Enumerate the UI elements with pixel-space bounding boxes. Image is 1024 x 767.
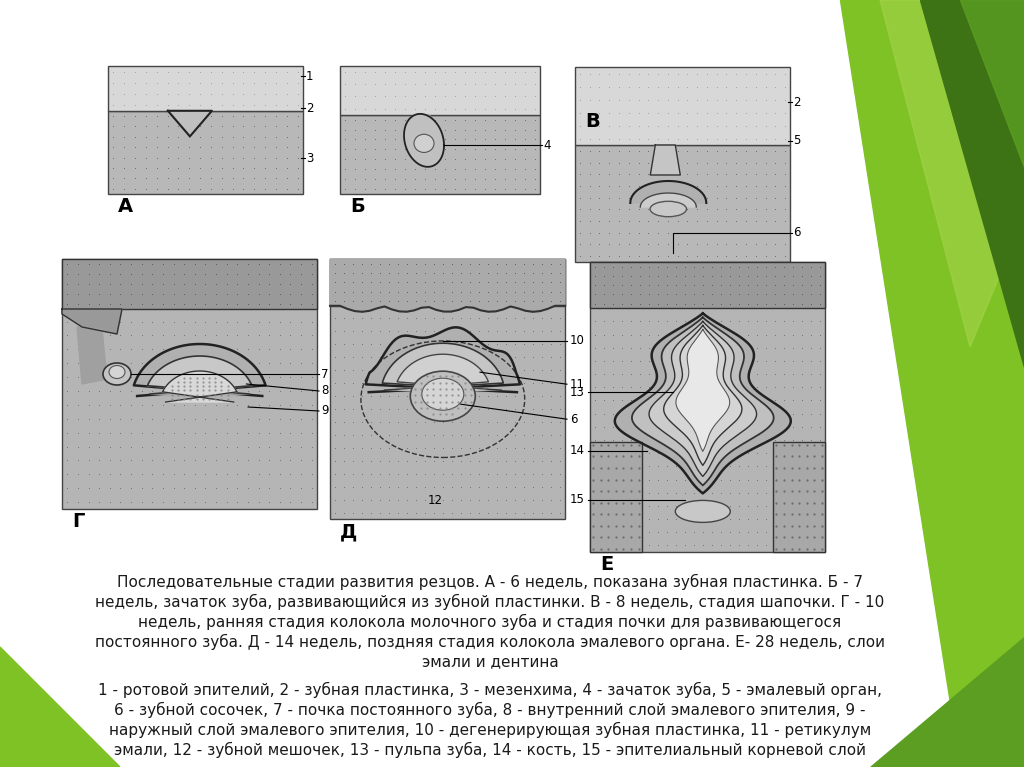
Polygon shape [163, 371, 237, 402]
Text: Г: Г [72, 512, 84, 531]
Polygon shape [147, 356, 252, 394]
Bar [108, 110, 303, 194]
Text: 1: 1 [306, 70, 313, 83]
Polygon shape [168, 110, 212, 137]
Text: 6 - зубной сосочек, 7 - почка постоянного зуба, 8 - внутренний слой эмалевого эп: 6 - зубной сосочек, 7 - почка постоянног… [115, 702, 865, 718]
Text: А: А [118, 197, 133, 216]
Text: эмали, 12 - зубной мешочек, 13 - пульпа зуба, 14 - кость, 15 - эпителиальный кор: эмали, 12 - зубной мешочек, 13 - пульпа … [114, 742, 866, 758]
Text: наружный слой эмалевого эпителия, 10 - дегенерирующая зубная пластинка, 11 - рет: наружный слой эмалевого эпителия, 10 - д… [109, 722, 871, 738]
Text: 3: 3 [306, 152, 313, 165]
Bar [773, 442, 825, 552]
Polygon shape [880, 0, 1024, 347]
Bar [590, 262, 825, 552]
Bar [62, 259, 317, 309]
Bar [575, 145, 790, 262]
Text: 10: 10 [570, 334, 585, 347]
Text: 2: 2 [306, 102, 313, 115]
Bar [340, 114, 540, 194]
Text: 7: 7 [321, 367, 329, 380]
Bar [590, 262, 825, 308]
Text: эмали и дентина: эмали и дентина [422, 654, 558, 669]
Bar [330, 259, 565, 306]
Text: Последовательные стадии развития резцов. А - 6 недель, показана зубная пластинка: Последовательные стадии развития резцов.… [117, 574, 863, 590]
Text: 14: 14 [570, 444, 585, 457]
Polygon shape [840, 0, 1024, 767]
Text: Е: Е [600, 555, 613, 574]
Ellipse shape [650, 201, 686, 217]
Polygon shape [382, 343, 504, 390]
Text: 4: 4 [543, 139, 551, 152]
Polygon shape [0, 647, 120, 767]
Polygon shape [397, 354, 488, 389]
Polygon shape [77, 327, 106, 384]
Text: недель, ранняя стадия колокола молочного зуба и стадия почки для развивающегося: недель, ранняя стадия колокола молочного… [138, 614, 842, 630]
Bar [340, 66, 540, 114]
Polygon shape [62, 309, 122, 334]
Bar [590, 442, 642, 552]
Text: 12: 12 [427, 494, 442, 507]
Text: 9: 9 [321, 404, 329, 417]
Ellipse shape [411, 371, 475, 421]
Polygon shape [961, 0, 1024, 167]
Text: Д: Д [340, 522, 357, 541]
Polygon shape [614, 314, 791, 493]
Polygon shape [404, 114, 444, 167]
Ellipse shape [422, 378, 464, 410]
Polygon shape [870, 637, 1024, 767]
Text: 2: 2 [793, 96, 801, 109]
Bar [108, 66, 303, 110]
Ellipse shape [414, 134, 434, 153]
Text: постоянного зуба. Д - 14 недель, поздняя стадия колокола эмалевого органа. Е- 28: постоянного зуба. Д - 14 недель, поздняя… [95, 634, 885, 650]
Polygon shape [418, 114, 430, 127]
Text: 11: 11 [570, 377, 585, 390]
Text: 13: 13 [570, 386, 585, 399]
Text: 5: 5 [793, 134, 801, 147]
Ellipse shape [109, 366, 125, 378]
Polygon shape [676, 329, 730, 452]
Bar [62, 259, 317, 509]
Text: В: В [585, 112, 600, 131]
Text: 6: 6 [793, 226, 801, 239]
Polygon shape [366, 328, 520, 392]
Bar [575, 67, 790, 145]
Text: 6: 6 [570, 413, 578, 426]
Ellipse shape [675, 500, 730, 522]
Polygon shape [631, 181, 707, 203]
Ellipse shape [103, 363, 131, 385]
Polygon shape [650, 145, 680, 175]
Polygon shape [134, 344, 265, 396]
Polygon shape [920, 0, 1024, 367]
Polygon shape [640, 193, 696, 207]
Polygon shape [649, 321, 757, 476]
Bar [330, 259, 565, 519]
Text: 1 - ротовой эпителий, 2 - зубная пластинка, 3 - мезенхима, 4 - зачаток зуба, 5 -: 1 - ротовой эпителий, 2 - зубная пластин… [98, 682, 882, 698]
Text: Б: Б [350, 197, 365, 216]
Polygon shape [664, 325, 742, 466]
Polygon shape [330, 259, 565, 312]
Polygon shape [632, 318, 774, 486]
Text: 15: 15 [570, 493, 585, 506]
Text: 8: 8 [321, 384, 329, 397]
Text: недель, зачаток зуба, развивающийся из зубной пластинки. В - 8 недель, стадия ша: недель, зачаток зуба, развивающийся из з… [95, 594, 885, 611]
